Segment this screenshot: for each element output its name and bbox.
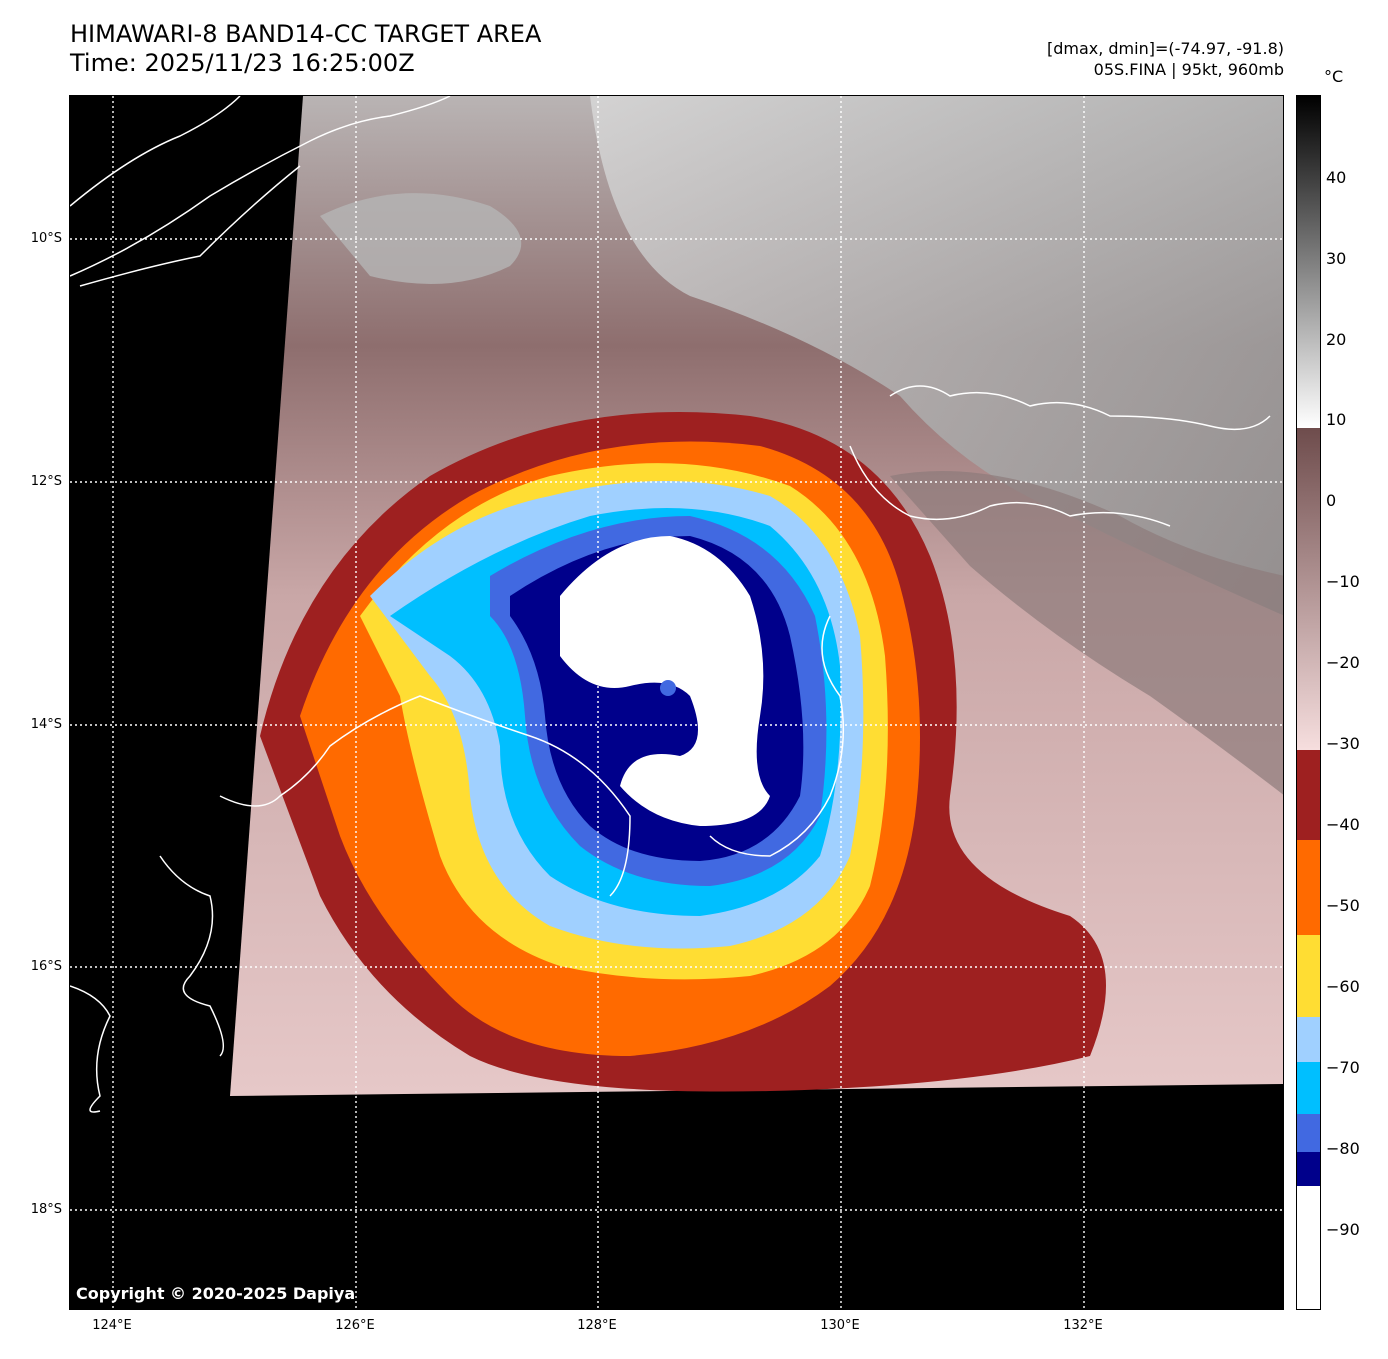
eye [660, 680, 676, 696]
lat-label-14s: 14°S [30, 717, 62, 732]
lon-label-132e: 132°E [1063, 1318, 1103, 1333]
colorbar-tick: −90 [1326, 1220, 1360, 1239]
copyright-text: Copyright © 2020-2025 Dapiya [76, 1284, 356, 1303]
colorbar-tick: −40 [1326, 815, 1360, 834]
lat-label-12s: 12°S [30, 474, 62, 489]
storm-info: [dmax, dmin]=(-74.97, -91.8) 05S.FINA | … [1047, 38, 1284, 80]
colorbar-tick: −10 [1326, 572, 1360, 591]
coastlines [70, 96, 1271, 1113]
colorbar-tick: −70 [1326, 1058, 1360, 1077]
lon-label-128e: 128°E [577, 1318, 617, 1333]
colorbar-tick: −50 [1326, 896, 1360, 915]
colorbar-tick: −30 [1326, 734, 1360, 753]
title-line-2: Time: 2025/11/23 16:25:00Z [70, 49, 415, 77]
colorbar-tick: 20 [1326, 330, 1347, 349]
lon-label-126e: 126°E [335, 1318, 375, 1333]
lon-label-130e: 130°E [820, 1318, 860, 1333]
info-line-1: [dmax, dmin]=(-74.97, -91.8) [1046, 39, 1284, 58]
info-line-2: 05S.FINA | 95kt, 960mb [1093, 60, 1284, 79]
colorbar-tick: −60 [1326, 977, 1360, 996]
colorbar-tick: 10 [1326, 410, 1347, 429]
colorbar-tick: 40 [1326, 168, 1347, 187]
lat-label-16s: 16°S [30, 959, 62, 974]
lat-label-18s: 18°S [30, 1202, 62, 1217]
colorbar-tick: −20 [1326, 653, 1360, 672]
colorbar-ticks: 40 30 20 10 0 −10 −20 −30 −40 −50 −60 −7… [1326, 95, 1376, 1310]
colorbar-unit: °C [1324, 67, 1344, 86]
title-line-1: HIMAWARI-8 BAND14-CC TARGET AREA [70, 20, 542, 48]
chart-title: HIMAWARI-8 BAND14-CC TARGET AREA Time: 2… [70, 20, 541, 78]
colorbar-tick: 0 [1326, 491, 1337, 510]
colorbar-tick: −80 [1326, 1139, 1360, 1158]
colorbar [1296, 95, 1321, 1310]
lat-label-10s: 10°S [30, 231, 62, 246]
colorbar-tick: 30 [1326, 249, 1347, 268]
satellite-imagery [70, 96, 1283, 1309]
lon-label-124e: 124°E [92, 1318, 132, 1333]
warm-land-region [590, 96, 1283, 616]
satellite-map [69, 95, 1284, 1310]
